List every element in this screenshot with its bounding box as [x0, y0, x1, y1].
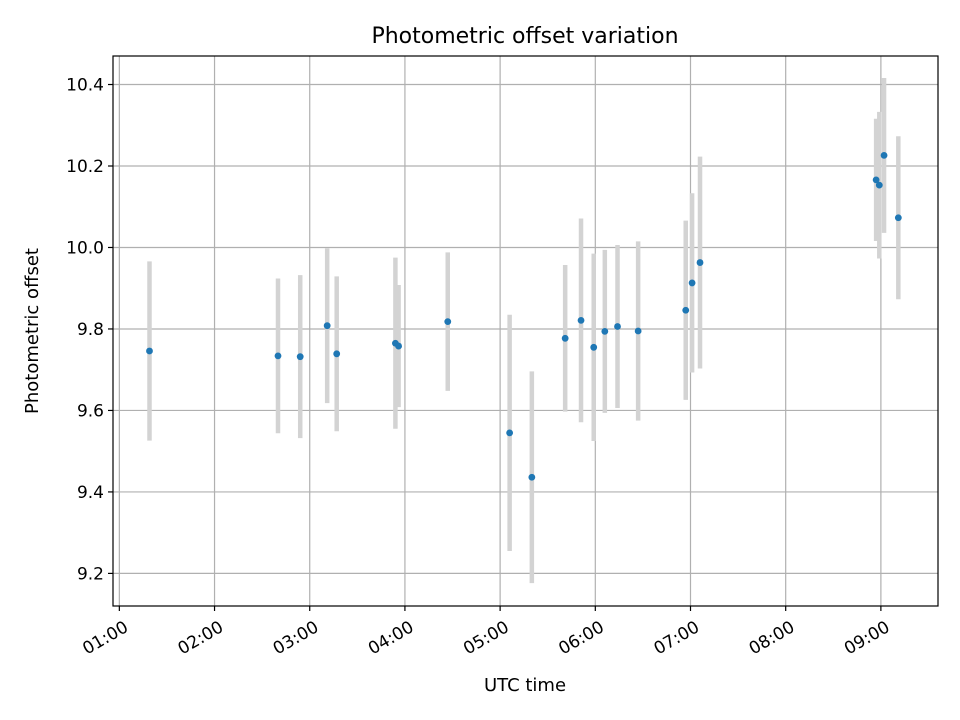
y-axis-label: Photometric offset	[22, 248, 43, 414]
data-point	[590, 343, 598, 351]
y-axis-ticks: 9.2 9.4 9.6 9.8 10.0 10.2 10.4	[66, 76, 113, 584]
data-point	[875, 181, 883, 189]
data-point	[561, 334, 569, 342]
data-point	[872, 176, 880, 184]
data-point	[601, 328, 609, 335]
data-point	[696, 259, 704, 266]
data-point	[395, 342, 402, 350]
x-tick-label: 08:00	[746, 617, 798, 659]
data-point	[688, 279, 696, 287]
x-axis-label: UTC time	[484, 675, 566, 696]
x-axis-ticks: 01:00 02:00 03:00 04:00 05:00 06:00 07:00 08:00…	[79, 606, 893, 659]
data-point	[323, 322, 331, 330]
data-point	[146, 347, 153, 355]
data-point	[444, 318, 452, 326]
data-point	[614, 323, 621, 330]
x-tick-label: 07:00	[651, 617, 703, 659]
data-points	[146, 152, 902, 481]
x-tick-label: 02:00	[175, 617, 227, 659]
data-point	[894, 214, 902, 222]
y-tick-label: 9.2	[77, 564, 104, 584]
x-tick-label: 01:00	[79, 617, 131, 659]
y-tick-label: 9.4	[77, 483, 104, 503]
data-point	[880, 152, 888, 159]
y-tick-label: 10.2	[66, 157, 104, 177]
x-tick-label: 04:00	[365, 617, 417, 659]
data-point	[634, 327, 642, 335]
chart-title: Photometric offset variation	[371, 24, 678, 49]
x-tick-label: 09:00	[841, 617, 893, 659]
y-tick-label: 9.6	[77, 401, 104, 421]
plot-frame	[112, 55, 939, 607]
grid	[113, 56, 938, 606]
data-point	[577, 317, 585, 324]
y-tick-label: 10.0	[66, 238, 104, 258]
y-tick-label: 9.8	[77, 320, 104, 340]
x-tick-label: 05:00	[460, 617, 512, 659]
y-tick-label: 10.4	[66, 76, 104, 96]
data-point	[333, 350, 341, 358]
x-tick-label: 06:00	[555, 617, 607, 659]
data-point	[274, 352, 282, 360]
x-tick-label: 03:00	[270, 617, 322, 659]
data-point	[296, 353, 304, 361]
data-point	[528, 473, 536, 481]
data-point	[506, 429, 514, 437]
data-point	[682, 306, 690, 314]
